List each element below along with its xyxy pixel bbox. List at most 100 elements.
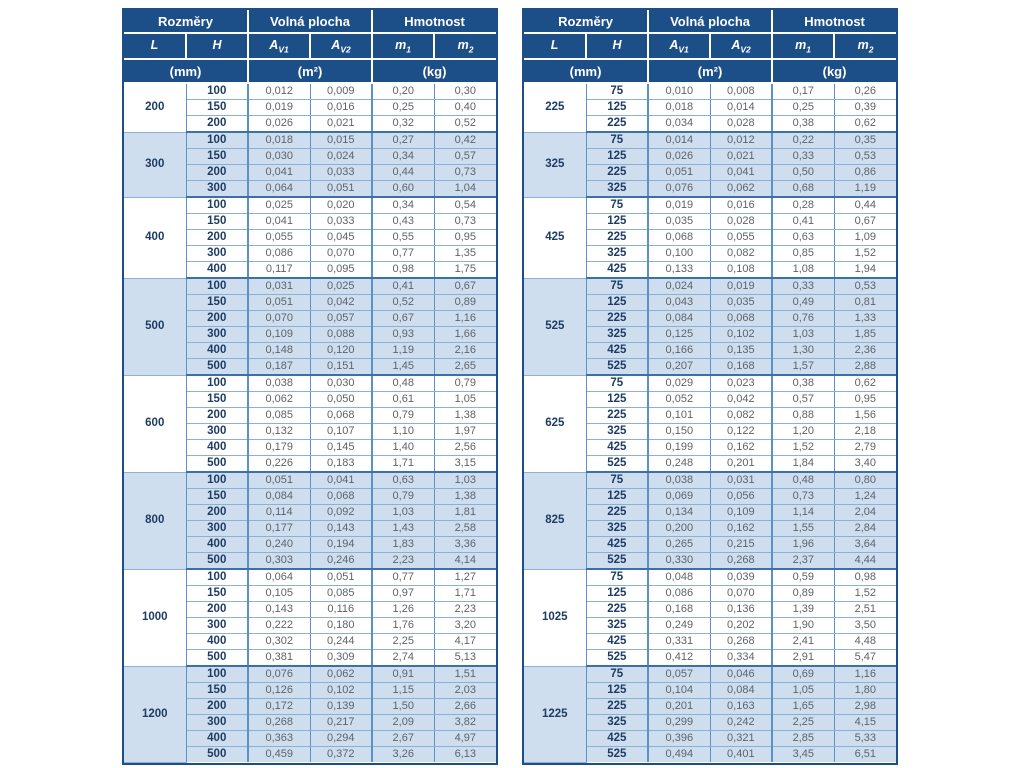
- value-cell: 0,91: [372, 666, 435, 683]
- value-cell: 0,051: [248, 294, 311, 311]
- table-row: 125 0,018 0,014 0,25 0,39: [524, 99, 897, 116]
- value-cell: 0,162: [710, 439, 774, 456]
- value-cell: 0,43: [372, 213, 435, 230]
- table-row: 325 0,200 0,162 1,55 2,84: [524, 520, 897, 537]
- h-value-cell: 150: [186, 99, 250, 116]
- l-value-cell: 600: [124, 375, 187, 473]
- value-cell: 0,108: [710, 261, 774, 279]
- value-cell: 0,268: [710, 552, 774, 570]
- l-value-cell: 825: [524, 472, 587, 570]
- value-cell: 0,062: [710, 180, 774, 198]
- h-value-cell: 225: [586, 229, 650, 246]
- h-value-cell: 150: [186, 488, 250, 505]
- table-row: 325 0,100 0,082 0,85 1,52: [524, 245, 897, 262]
- table-row: 150 0,051 0,042 0,52 0,89: [124, 294, 497, 311]
- value-cell: 0,42: [434, 132, 497, 149]
- h-value-cell: 100: [186, 666, 250, 683]
- value-cell: 0,045: [310, 229, 374, 246]
- h-value-cell: 125: [586, 213, 650, 230]
- h-value-cell: 100: [186, 83, 250, 100]
- value-cell: 0,33: [772, 278, 835, 295]
- h-value-cell: 150: [186, 294, 250, 311]
- value-cell: 0,331: [648, 633, 711, 650]
- value-cell: 0,98: [372, 261, 435, 279]
- h-value-cell: 425: [586, 439, 650, 456]
- table-row: 200 0,070 0,057 0,67 1,16: [124, 310, 497, 327]
- value-cell: 1,39: [772, 601, 835, 618]
- value-cell: 2,74: [372, 649, 435, 667]
- value-cell: 0,038: [248, 375, 311, 392]
- value-cell: 0,062: [310, 666, 374, 683]
- l-value-cell: 225: [524, 83, 587, 133]
- value-cell: 0,056: [710, 488, 774, 505]
- l-value-cell: 325: [524, 132, 587, 198]
- value-cell: 1,57: [772, 358, 835, 376]
- table-row: 825 75 0,038 0,031 0,48 0,80: [524, 472, 897, 570]
- h-value-cell: 125: [586, 294, 650, 311]
- value-cell: 0,32: [372, 115, 435, 133]
- table-row: 150 0,041 0,033 0,43 0,73: [124, 213, 497, 230]
- l-value-cell: 1225: [524, 666, 587, 763]
- value-cell: 0,107: [310, 423, 374, 440]
- value-cell: 0,321: [710, 730, 774, 747]
- value-cell: 1,38: [434, 488, 497, 505]
- value-cell: 0,79: [434, 375, 497, 392]
- value-cell: 2,37: [772, 552, 835, 570]
- value-cell: 0,163: [710, 698, 774, 715]
- table-row: 200 0,172 0,139 1,50 2,66: [124, 698, 497, 715]
- value-cell: 1,03: [434, 472, 497, 489]
- value-cell: 1,51: [434, 666, 497, 683]
- value-cell: 0,084: [710, 682, 774, 699]
- header-symbol-Av1: AV1: [248, 33, 312, 60]
- value-cell: 0,459: [248, 746, 311, 762]
- value-cell: 0,048: [648, 569, 711, 586]
- value-cell: 0,145: [310, 439, 374, 456]
- value-cell: 2,36: [834, 342, 897, 359]
- value-cell: 2,79: [834, 439, 897, 456]
- header-weight: Hmotnost: [772, 10, 897, 34]
- value-cell: 0,085: [310, 585, 374, 602]
- table-row: 150 0,062 0,050 0,61 1,05: [124, 391, 497, 408]
- h-value-cell: 125: [586, 99, 650, 116]
- value-cell: 0,52: [372, 294, 435, 311]
- value-cell: 0,018: [648, 99, 711, 116]
- value-cell: 3,64: [834, 536, 897, 553]
- value-cell: 0,025: [310, 278, 374, 295]
- h-value-cell: 525: [586, 649, 650, 667]
- header-free-area: Volná plocha: [248, 10, 374, 34]
- h-value-cell: 325: [586, 617, 650, 634]
- l-value-cell: 1025: [524, 569, 587, 667]
- value-cell: 1,71: [372, 455, 435, 473]
- value-cell: 1,45: [372, 358, 435, 376]
- value-cell: 1,66: [434, 326, 497, 343]
- value-cell: 0,38: [772, 115, 835, 133]
- value-cell: 0,363: [248, 730, 311, 747]
- table-row: 425 0,199 0,162 1,52 2,79: [524, 439, 897, 456]
- value-cell: 1,96: [772, 536, 835, 553]
- value-cell: 0,100: [648, 245, 711, 262]
- value-cell: 0,81: [834, 294, 897, 311]
- value-cell: 4,97: [434, 730, 497, 747]
- value-cell: 0,53: [834, 148, 897, 165]
- table-row: 400 0,179 0,145 1,40 2,56: [124, 439, 497, 456]
- value-cell: 1,03: [772, 326, 835, 343]
- table-row: 300 0,268 0,217 2,09 3,82: [124, 714, 497, 731]
- value-cell: 0,012: [248, 83, 311, 100]
- l-value-cell: 1000: [124, 569, 187, 667]
- table-row: 300 100 0,018 0,015 0,27 0,42: [124, 132, 497, 198]
- header-unit-mm: (mm): [124, 59, 250, 84]
- table-row: 500 0,303 0,246 2,23 4,14: [124, 552, 497, 570]
- value-cell: 0,042: [310, 294, 374, 311]
- header-symbol-Av1: AV1: [648, 33, 712, 60]
- value-cell: 6,51: [834, 746, 897, 762]
- value-cell: 0,41: [372, 278, 435, 295]
- value-cell: 0,268: [248, 714, 311, 731]
- value-cell: 0,89: [772, 585, 835, 602]
- h-value-cell: 225: [586, 407, 650, 424]
- h-value-cell: 200: [186, 310, 250, 327]
- value-cell: 0,25: [372, 99, 435, 116]
- value-cell: 0,67: [372, 310, 435, 327]
- value-cell: 0,024: [310, 148, 374, 165]
- h-value-cell: 75: [586, 666, 650, 683]
- value-cell: 0,064: [248, 569, 311, 586]
